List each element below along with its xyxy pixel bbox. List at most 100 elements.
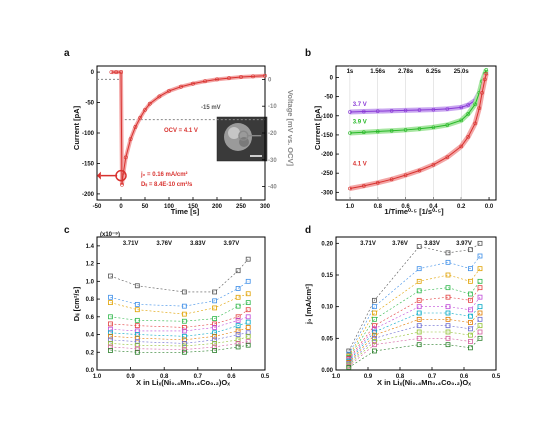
panel-d-point xyxy=(445,310,451,316)
panel-a-ylabel-right: Voltage [mV vs. OCV] xyxy=(286,90,295,167)
panel-d-point xyxy=(371,348,377,354)
panel-b-point xyxy=(362,130,366,135)
panel-c-point xyxy=(235,317,241,323)
panel-b-time-label: 1s xyxy=(347,69,354,75)
panel-a-point xyxy=(109,70,114,74)
panel-a-xtick-label: 150 xyxy=(188,204,199,210)
panel-b-time-label: 2.78s xyxy=(398,69,414,75)
panel-b-ylabel: Current [pA] xyxy=(313,105,322,150)
panel-c-series-line xyxy=(110,332,249,344)
panel-d-point xyxy=(467,266,473,272)
panel-a-ytick-label: -50 xyxy=(85,101,94,107)
panel-d-point xyxy=(445,294,451,300)
panel-d-point xyxy=(467,297,473,303)
panel-c-xtick-label: 0.7 xyxy=(194,374,203,380)
panel-c-ytick-label: 1.4 xyxy=(86,244,95,250)
panel-b-ytick-label: -150 xyxy=(321,133,334,139)
panel-b-point xyxy=(445,155,450,159)
panel-a-j0-label: j₀ = 0.16 mA/cm² xyxy=(140,171,188,178)
panel-c-point xyxy=(108,344,113,350)
panel-c-frame xyxy=(96,236,266,371)
panel-c-point xyxy=(181,303,187,309)
panel-c-series-line xyxy=(110,309,249,328)
panel-c-point xyxy=(245,333,251,339)
panel-b-point xyxy=(466,112,470,116)
panel-d-point xyxy=(467,320,473,325)
panel-d-point xyxy=(371,297,377,303)
panel-d-point xyxy=(371,342,377,348)
panel-d-point xyxy=(445,342,451,348)
panel-c-voltage-label: 3.76V xyxy=(156,241,172,247)
panel-c-point xyxy=(212,325,218,330)
panel-b-ytick-label: -100 xyxy=(321,114,334,120)
panel-c-point xyxy=(134,339,140,345)
panel-b-point xyxy=(483,77,487,82)
panel-a-dli-label: Dₗᵢ = 8.4E-10 cm²/s xyxy=(141,181,193,188)
panel-a-ytick-right-label: -40 xyxy=(268,185,277,191)
panel-a-ytick-label: -150 xyxy=(82,161,95,167)
panel-d-point xyxy=(445,335,451,341)
panel-c-point xyxy=(235,303,241,309)
panel-b-point xyxy=(375,109,380,113)
panel-c-point xyxy=(181,311,187,317)
panel-d-xtick-label: 1.0 xyxy=(332,374,341,380)
panel-a-point xyxy=(239,75,243,79)
panel-c-point xyxy=(245,278,251,284)
panel-d-point xyxy=(445,259,451,265)
panel-c-point xyxy=(108,273,113,279)
panel-b-xtick-label: 0.2 xyxy=(457,204,466,210)
panel-b-point xyxy=(417,168,422,173)
panel-c-point xyxy=(181,325,187,330)
panel-c-voltage-label: 3.71V xyxy=(123,241,139,247)
panel-c-ytick-label: 1.2 xyxy=(86,262,95,268)
panel-a-ylabel: Current [pA] xyxy=(72,105,81,150)
panel-d-point xyxy=(416,304,422,310)
panel-c-point xyxy=(245,314,251,320)
panel-d-point xyxy=(346,365,352,370)
panel-d-point xyxy=(477,310,483,316)
panel-b-point xyxy=(473,121,477,126)
panel-b-series-label: 3.9 V xyxy=(353,119,367,125)
panel-c-point xyxy=(181,343,187,349)
panel-c-point xyxy=(181,318,187,324)
panel-d-series-line xyxy=(348,243,481,352)
panel-c-point xyxy=(245,325,251,330)
panel-c-point xyxy=(181,340,187,346)
panel-c-point xyxy=(181,328,187,334)
panel-a-point xyxy=(133,125,138,129)
panel-d-ytick-label: 0.05 xyxy=(321,336,333,342)
panel-d-ylabel: j₀ [mA/cm²] xyxy=(304,283,313,325)
panel-d-point xyxy=(416,297,422,303)
panel-d-series-line xyxy=(348,325,481,366)
panel-b-point xyxy=(362,109,366,114)
panel-d-xtick-label: 0.6 xyxy=(460,374,469,380)
panel-c-ytick-label: 0.8 xyxy=(86,297,95,303)
panel-c-exponent: (x10⁻⁹) xyxy=(100,232,120,238)
panel-c-ytick-label: 0.2 xyxy=(86,350,95,356)
panel-d-point xyxy=(371,332,377,338)
panel-c-point xyxy=(134,301,140,307)
panel-c-series-line xyxy=(110,258,249,293)
panel-b-point xyxy=(348,186,352,191)
panel-b-xtick-label: 0.8 xyxy=(374,204,383,210)
panel-b-xtick-label: 1.0 xyxy=(346,204,355,210)
panel-c-point xyxy=(212,337,218,343)
panel-d-point xyxy=(467,247,473,253)
panel-b-point xyxy=(480,91,484,95)
panel-c-point xyxy=(108,337,113,343)
panel-d-ytick-label: 0.10 xyxy=(321,305,333,311)
panel-c-point xyxy=(108,294,113,300)
panel-a-point xyxy=(251,74,255,79)
panel-c-point xyxy=(235,286,241,291)
panel-c-point xyxy=(134,317,140,323)
panel-label-a: a xyxy=(64,48,70,59)
panel-c-point xyxy=(245,330,251,336)
panel-d-point xyxy=(445,323,451,329)
panel-d-series-line xyxy=(348,338,481,368)
panel-b-series-band xyxy=(349,68,489,136)
panel-d-xtick-label: 0.9 xyxy=(364,374,373,380)
panel-c-point xyxy=(181,347,187,353)
panel-a-ytick-label: 0 xyxy=(91,70,95,76)
panel-c-point xyxy=(235,294,241,300)
panel-b-xtick-label: 0.6 xyxy=(401,204,410,210)
